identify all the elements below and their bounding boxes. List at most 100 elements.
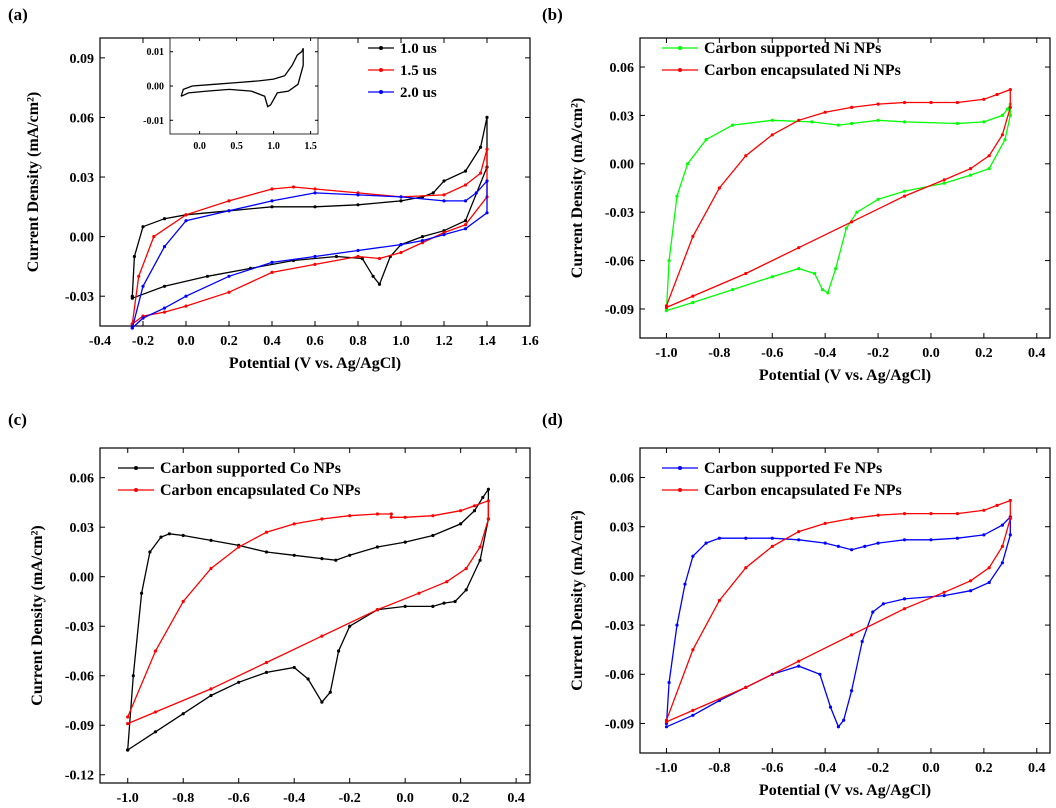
- series-series-0: [665, 515, 1012, 728]
- data-point: [270, 205, 273, 208]
- y-tick-label: -0.03: [605, 206, 634, 221]
- data-point: [903, 597, 906, 600]
- x-tick-label: -0.4: [814, 761, 836, 776]
- data-point: [1001, 561, 1004, 564]
- inset-x-tick-label: 0.0: [193, 141, 206, 152]
- data-point: [372, 275, 375, 278]
- data-point: [982, 509, 985, 512]
- data-point: [943, 178, 946, 181]
- y-tick-label: 0.06: [610, 471, 635, 486]
- data-point: [320, 557, 323, 560]
- legend-swatch-marker: [134, 488, 138, 492]
- data-point: [445, 580, 448, 583]
- data-point: [464, 199, 467, 202]
- data-point: [390, 512, 393, 515]
- data-point: [797, 267, 800, 270]
- x-tick-label: -0.2: [867, 346, 889, 361]
- panel-label-d: (d): [542, 410, 563, 429]
- legend-label: Carbon supported Fe NPs: [704, 460, 882, 477]
- series-series-1: [665, 88, 1012, 309]
- data-point: [154, 730, 157, 733]
- data-point: [1001, 545, 1004, 548]
- x-tick-label: 0.0: [177, 334, 195, 349]
- data-point: [842, 719, 845, 722]
- y-tick-label: 0.03: [610, 521, 635, 536]
- data-point: [399, 199, 402, 202]
- legend-label: 1.5 us: [400, 63, 437, 79]
- y-tick-label: -0.09: [65, 719, 94, 734]
- x-tick-label: -1.0: [655, 346, 677, 361]
- legend: 1.0 us1.5 us2.0 us: [368, 41, 437, 101]
- data-point: [718, 599, 721, 602]
- data-point: [454, 600, 457, 603]
- data-point: [850, 220, 853, 223]
- data-point: [227, 199, 230, 202]
- data-point: [209, 687, 212, 690]
- x-tick-label: -0.6: [761, 346, 783, 361]
- legend-label: Carbon supported Ni NPs: [704, 40, 881, 57]
- data-point: [969, 167, 972, 170]
- data-point: [863, 545, 866, 548]
- y-tick-label: 0.00: [610, 570, 635, 585]
- data-point: [141, 225, 144, 228]
- x-tick-label: 1.6: [521, 334, 539, 349]
- y-tick-label: -0.12: [65, 769, 94, 784]
- data-point: [877, 119, 880, 122]
- data-point: [442, 602, 445, 605]
- data-point: [459, 509, 462, 512]
- data-point: [485, 148, 488, 151]
- legend-swatch-marker: [379, 46, 383, 50]
- data-point: [877, 198, 880, 201]
- y-axis-label: Current Density (mA/cm²): [569, 98, 586, 278]
- data-point: [771, 537, 774, 540]
- data-point: [265, 671, 268, 674]
- data-point: [356, 203, 359, 206]
- data-point: [133, 255, 136, 258]
- data-point: [442, 199, 445, 202]
- data-point: [184, 305, 187, 308]
- y-tick-label: 0.00: [610, 158, 635, 173]
- data-point: [131, 297, 134, 300]
- inset-y-tick-label: -0.01: [143, 116, 164, 127]
- data-point: [313, 205, 316, 208]
- y-tick-label: 0.09: [70, 52, 95, 67]
- inset-x-tick-label: 1.0: [267, 141, 280, 152]
- data-point: [163, 307, 166, 310]
- data-point: [421, 235, 424, 238]
- data-point: [182, 534, 185, 537]
- inset-y-tick-label: 0.00: [147, 82, 165, 93]
- data-point: [683, 583, 686, 586]
- data-point: [705, 138, 708, 141]
- data-point: [850, 106, 853, 109]
- data-point: [665, 309, 668, 312]
- x-tick-label: 1.2: [435, 334, 453, 349]
- data-point: [465, 567, 468, 570]
- data-point: [982, 120, 985, 123]
- chart-panel-c: -1.0 -0.8 -0.6 -0.4 -0.2 0.0 0.2 0.4 -0.12 -0.09 -…: [29, 448, 530, 808]
- x-tick-label: -0.8: [708, 346, 730, 361]
- data-point: [163, 217, 166, 220]
- data-point: [442, 193, 445, 196]
- data-point: [855, 211, 858, 214]
- y-tick-label: 0.06: [70, 472, 95, 487]
- data-point: [137, 275, 140, 278]
- data-point: [996, 93, 999, 96]
- data-point: [691, 301, 694, 304]
- data-point: [744, 566, 747, 569]
- data-point: [969, 579, 972, 582]
- data-point: [675, 624, 678, 627]
- data-point: [903, 190, 906, 193]
- data-point: [399, 195, 402, 198]
- data-point: [399, 243, 402, 246]
- x-axis-label: Potential (V vs. Ag/AgCl): [759, 782, 931, 799]
- data-point: [718, 186, 721, 189]
- legend-label: Carbon encapsulated Fe NPs: [704, 482, 902, 499]
- x-tick-label: 0.2: [975, 761, 993, 776]
- data-point: [313, 263, 316, 266]
- y-tick-label: 0.00: [70, 571, 95, 586]
- data-point: [209, 694, 212, 697]
- data-point: [265, 550, 268, 553]
- x-tick-label: -0.6: [228, 791, 250, 806]
- data-point: [464, 223, 467, 226]
